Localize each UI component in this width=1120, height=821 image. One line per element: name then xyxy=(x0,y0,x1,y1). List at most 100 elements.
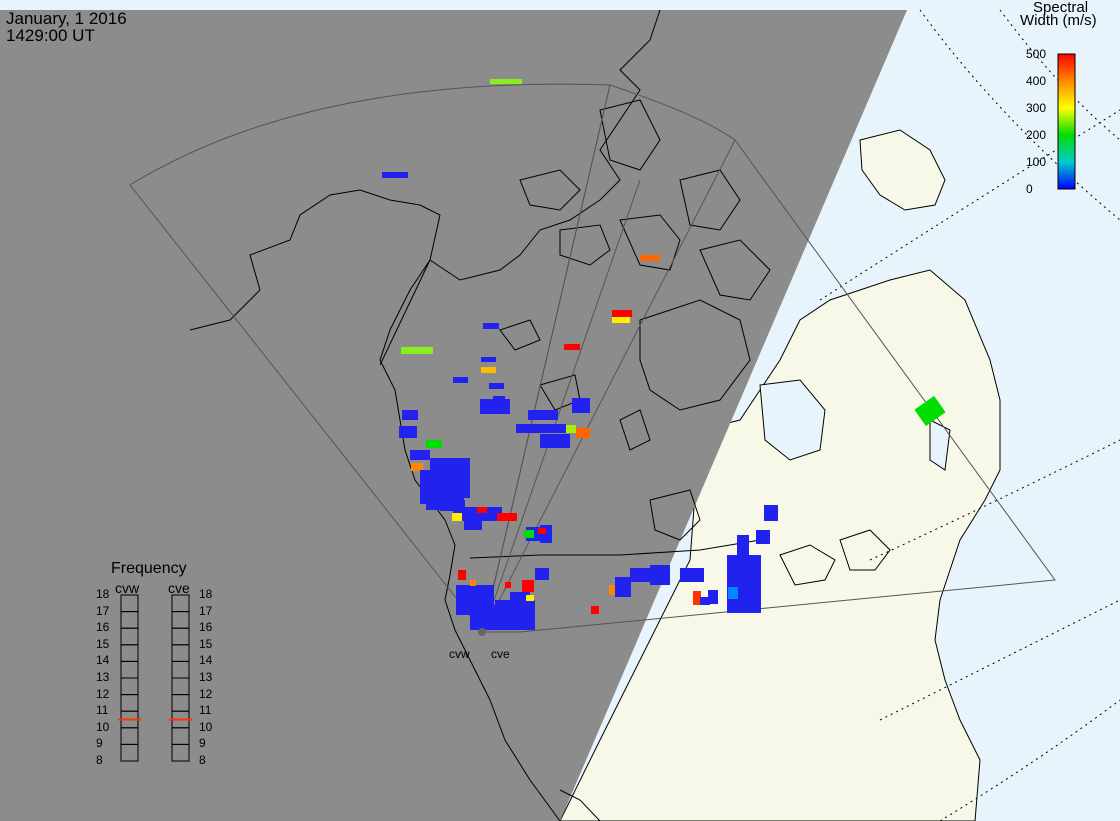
freq-tick-left: 10 xyxy=(96,719,110,734)
legend-tick-label: 500 xyxy=(1026,47,1047,61)
scatter-cell xyxy=(591,606,599,614)
frequency-cell xyxy=(120,743,139,762)
scatter-cell xyxy=(914,395,946,427)
legend-title-line2: Width (m/s) xyxy=(1020,12,1097,29)
frequency-title: Frequency xyxy=(111,560,187,577)
scatter-cell xyxy=(489,383,504,389)
day-land xyxy=(559,129,1001,821)
freq-tick-left: 13 xyxy=(96,670,110,684)
frequency-cell xyxy=(171,743,190,762)
scatter-cell xyxy=(464,518,482,530)
freq-channel-cvw-label: cvw xyxy=(115,580,140,596)
scatter-cell xyxy=(680,568,704,582)
radar-name-cvw: cvw xyxy=(449,647,470,661)
freq-tick-right: 16 xyxy=(199,620,213,635)
freq-tick-left: 17 xyxy=(96,603,110,618)
scatter-cell xyxy=(540,434,570,448)
scatter-cell xyxy=(470,580,476,586)
freq-tick-right: 10 xyxy=(199,719,213,734)
scatter-cell xyxy=(452,513,462,521)
scatter-cell xyxy=(708,590,718,604)
freq-tick-right: 13 xyxy=(199,670,213,684)
legend-tick-label: 400 xyxy=(1026,74,1047,88)
scatter-cell xyxy=(566,425,576,433)
freq-tick-left: 14 xyxy=(96,653,110,668)
scatter-cell xyxy=(490,79,522,84)
scatter-cell xyxy=(483,323,499,329)
latitude-grid xyxy=(819,9,1120,821)
scatter-cell xyxy=(497,513,517,521)
scatter-cell xyxy=(535,568,549,580)
scatter-cell xyxy=(737,535,749,555)
spectral-width-colorbar xyxy=(1057,53,1076,190)
scatter-cell xyxy=(727,555,761,613)
scatter-layer xyxy=(382,79,946,630)
frequency-panel xyxy=(118,594,192,762)
scatter-cell xyxy=(510,592,530,612)
scatter-cell xyxy=(481,357,496,362)
freq-tick-right: 18 xyxy=(199,587,213,601)
scatter-cell xyxy=(609,585,617,595)
coastlines xyxy=(189,9,891,821)
scatter-cell xyxy=(410,450,430,460)
scatter-cell xyxy=(382,172,408,178)
freq-tick-left: 12 xyxy=(96,686,110,701)
date-label: January, 1 2016 xyxy=(6,9,127,28)
freq-tick-left: 15 xyxy=(96,636,110,651)
scatter-cell xyxy=(426,440,442,448)
scatter-cell xyxy=(528,410,558,420)
scatter-cell xyxy=(576,428,590,438)
scatter-cell xyxy=(526,595,534,601)
legend-tick-label: 0 xyxy=(1026,182,1033,196)
scatter-cell xyxy=(764,505,778,521)
scatter-cell xyxy=(650,565,670,585)
freq-tick-left: 16 xyxy=(96,620,110,635)
scatter-cell xyxy=(516,424,566,433)
freq-tick-right: 9 xyxy=(199,736,206,751)
legend-title-line1: Spectral xyxy=(1033,0,1089,16)
scatter-cell xyxy=(538,528,546,534)
freq-channel-cve-label: cve xyxy=(168,580,190,596)
legend-tick-label: 200 xyxy=(1026,128,1047,142)
scatter-cell xyxy=(640,255,660,261)
freq-tick-right: 14 xyxy=(199,653,213,668)
radar-site-marker xyxy=(478,628,486,636)
scatter-cell xyxy=(693,591,701,605)
scatter-cell xyxy=(522,580,534,592)
radar-fov xyxy=(129,83,1056,634)
freq-tick-left: 11 xyxy=(96,703,109,718)
scatter-cell xyxy=(612,317,630,323)
freq-tick-right: 8 xyxy=(199,753,206,767)
legend-tick-label: 100 xyxy=(1026,155,1047,169)
scatter-cell xyxy=(402,410,418,420)
freq-tick-right: 17 xyxy=(199,603,213,618)
scatter-cell xyxy=(426,500,444,510)
scatter-cell xyxy=(462,507,502,521)
freq-tick-right: 15 xyxy=(199,636,213,651)
scatter-cell xyxy=(756,530,770,544)
legend-tick-label: 300 xyxy=(1026,101,1047,115)
night-region xyxy=(0,10,907,821)
scatter-cell xyxy=(524,530,534,538)
scatter-cell xyxy=(411,463,423,471)
time-label: 1429:00 UT xyxy=(6,26,95,45)
scatter-cell xyxy=(458,570,466,580)
freq-tick-left: 9 xyxy=(96,736,103,751)
scatter-cell xyxy=(728,587,738,599)
freq-tick-left: 18 xyxy=(96,587,110,601)
scatter-cell xyxy=(399,426,417,438)
scatter-cell xyxy=(612,310,632,317)
scatter-cell xyxy=(453,377,468,383)
freq-tick-left: 8 xyxy=(96,753,103,767)
scatter-cell xyxy=(700,597,710,605)
hudson-bay-day xyxy=(759,379,826,461)
freq-tick-right: 11 xyxy=(199,703,212,718)
scatter-cell xyxy=(572,398,590,413)
scatter-cell xyxy=(401,347,433,354)
freq-tick-right: 12 xyxy=(199,686,213,701)
scatter-cell xyxy=(564,344,580,350)
scatter-cell xyxy=(493,396,505,404)
scatter-cell xyxy=(481,367,496,373)
